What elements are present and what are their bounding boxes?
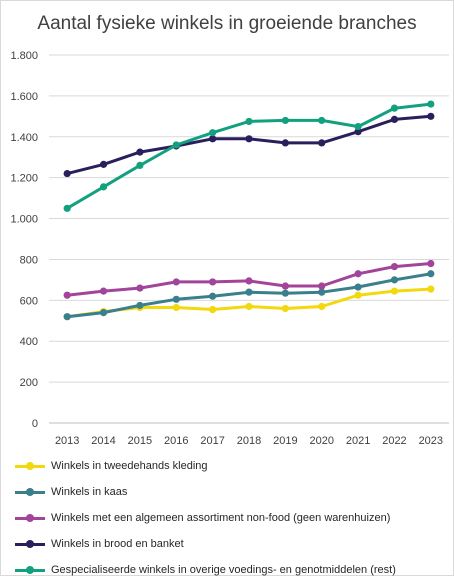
y-tick-label: 1.400 xyxy=(10,132,38,144)
y-tick-label: 0 xyxy=(32,418,38,430)
data-point xyxy=(318,282,326,290)
data-point xyxy=(427,112,435,120)
legend-swatch xyxy=(15,565,45,575)
data-point xyxy=(63,291,71,299)
data-point xyxy=(427,100,435,108)
x-tick-label: 2023 xyxy=(419,435,443,447)
y-tick-label: 1.600 xyxy=(10,91,38,103)
data-point xyxy=(99,160,108,168)
legend-swatch xyxy=(15,487,45,497)
data-point xyxy=(390,104,399,112)
y-tick-label: 800 xyxy=(20,254,38,266)
legend-item: Winkels met een algemeen assortiment non… xyxy=(15,505,445,531)
x-tick-label: 2018 xyxy=(237,435,261,447)
data-point xyxy=(390,276,399,284)
x-tick-label: 2019 xyxy=(273,435,297,447)
legend-label: Winkels in brood en banket xyxy=(51,538,184,550)
data-point xyxy=(390,115,399,123)
x-tick-label: 2022 xyxy=(382,435,406,447)
plot-area: 0 200 400 600 800 1.000 1.200 1.400 1.600 1.800 2… xyxy=(10,50,449,447)
data-point xyxy=(354,122,362,131)
legend-item: Winkels in tweedehands kleding xyxy=(15,453,445,479)
data-point xyxy=(245,117,253,126)
x-tick-label: 2013 xyxy=(55,435,79,447)
data-point xyxy=(136,161,144,169)
series-1 xyxy=(63,270,435,321)
data-point xyxy=(245,288,253,296)
data-point xyxy=(172,141,180,149)
data-point xyxy=(354,270,362,278)
x-tick-label: 2015 xyxy=(128,435,152,447)
x-axis-tick-labels: 2013 2014 2015 2016 2017 2018 2019 2020 2021 2022… xyxy=(55,435,443,447)
data-point xyxy=(427,259,435,268)
legend-item: Gespecialiseerde winkels in overige voed… xyxy=(15,557,445,583)
y-tick-label: 1.800 xyxy=(10,50,38,62)
series-4 xyxy=(63,100,435,212)
data-point xyxy=(99,183,108,191)
data-point xyxy=(136,284,144,292)
y-tick-label: 1.200 xyxy=(10,173,38,185)
data-point xyxy=(172,278,180,286)
data-point xyxy=(245,302,253,311)
data-point xyxy=(136,301,144,310)
data-point xyxy=(63,204,71,212)
y-axis-tick-labels: 0 200 400 600 800 1.000 1.200 1.400 1.600 1.800 xyxy=(10,50,38,430)
data-point xyxy=(209,135,217,143)
legend-label: Winkels met een algemeen assortiment non… xyxy=(51,512,391,524)
data-point xyxy=(281,139,289,147)
data-point xyxy=(63,169,71,178)
data-point xyxy=(245,135,253,143)
data-point xyxy=(136,148,144,156)
data-point xyxy=(209,305,217,314)
legend-label: Winkels in tweedehands kleding xyxy=(51,460,208,472)
data-point xyxy=(354,283,362,291)
data-point xyxy=(281,304,289,313)
legend-label: Winkels in kaas xyxy=(51,486,128,498)
y-tick-label: 400 xyxy=(20,336,38,348)
data-point xyxy=(318,139,326,147)
data-point xyxy=(245,277,253,285)
legend-swatch xyxy=(15,461,45,471)
chart-title: Aantal fysieke winkels in groeiende bran… xyxy=(37,13,417,34)
data-point xyxy=(281,289,289,297)
x-tick-label: 2017 xyxy=(200,435,224,447)
data-point xyxy=(172,295,180,303)
data-point xyxy=(318,116,326,125)
gridlines xyxy=(49,54,449,424)
legend-swatch xyxy=(15,539,45,549)
legend: Winkels in tweedehands kleding Winkels in… xyxy=(15,453,445,583)
x-tick-label: 2021 xyxy=(346,435,370,447)
data-point xyxy=(354,291,362,299)
x-tick-label: 2020 xyxy=(309,435,333,447)
data-point xyxy=(281,116,289,125)
data-point xyxy=(209,292,217,300)
data-point xyxy=(99,309,108,317)
data-point xyxy=(99,287,108,295)
data-point xyxy=(209,129,217,137)
y-tick-label: 1.000 xyxy=(10,214,38,226)
data-point xyxy=(427,285,435,293)
legend-item: Winkels in kaas xyxy=(15,479,445,505)
legend-label: Gespecialiseerde winkels in overige voed… xyxy=(51,564,396,576)
y-tick-label: 600 xyxy=(20,295,38,307)
y-tick-label: 200 xyxy=(20,377,38,389)
legend-item: Winkels in brood en banket xyxy=(15,531,445,557)
data-point xyxy=(63,313,71,321)
series-2 xyxy=(63,259,435,299)
data-point xyxy=(281,282,289,290)
data-point xyxy=(427,270,435,278)
data-point xyxy=(390,287,399,295)
data-point xyxy=(172,303,180,312)
series-lines xyxy=(63,100,435,321)
data-point xyxy=(209,278,217,286)
data-point xyxy=(318,302,326,311)
data-point xyxy=(390,263,399,271)
x-tick-label: 2016 xyxy=(164,435,188,447)
x-tick-label: 2014 xyxy=(91,435,115,447)
legend-swatch xyxy=(15,513,45,523)
data-point xyxy=(354,128,362,136)
data-point xyxy=(318,288,326,296)
